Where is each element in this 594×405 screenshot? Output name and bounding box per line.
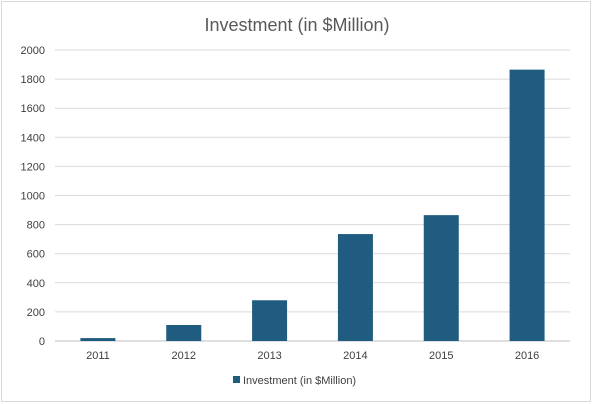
- gridlines: [55, 49, 570, 342]
- x-tick-label: 2015: [429, 350, 453, 362]
- legend-label: Investment (in $Million): [243, 375, 356, 387]
- x-tick-label: 2012: [172, 350, 196, 362]
- bar-2011: [80, 338, 116, 341]
- y-tick-label: 1800: [21, 74, 45, 86]
- y-tick-label: 200: [27, 307, 45, 319]
- legend: Investment (in $Million): [233, 375, 356, 387]
- y-tick-label: 800: [27, 220, 45, 232]
- x-tick-label: 2016: [515, 350, 539, 362]
- chart-title: Investment (in $Million): [204, 15, 389, 35]
- y-tick-label: 400: [27, 278, 45, 290]
- y-tick-label: 1600: [21, 103, 45, 115]
- y-tick-label: 0: [39, 336, 45, 348]
- x-tick-label: 2014: [343, 350, 367, 362]
- bar-2014: [337, 234, 373, 341]
- bars: [80, 69, 545, 341]
- x-tick-label: 2011: [86, 350, 110, 362]
- y-axis-ticks: 0 200 400 600 800 1000 1200 1400 1600 1800 2000: [21, 45, 45, 348]
- y-tick-label: 1200: [21, 161, 45, 173]
- y-tick-label: 1400: [21, 132, 45, 144]
- y-tick-label: 600: [27, 249, 45, 261]
- x-axis-ticks: 2011 2012 2013 2014 2015 2016: [86, 350, 539, 362]
- bar-2012: [166, 324, 202, 341]
- bar-2016: [509, 69, 545, 341]
- bar-2013: [252, 300, 288, 341]
- legend-swatch: [233, 376, 240, 383]
- y-tick-label: 1000: [21, 191, 45, 203]
- bar-2015: [423, 215, 459, 341]
- y-tick-label: 2000: [21, 45, 45, 57]
- x-tick-label: 2013: [257, 350, 281, 362]
